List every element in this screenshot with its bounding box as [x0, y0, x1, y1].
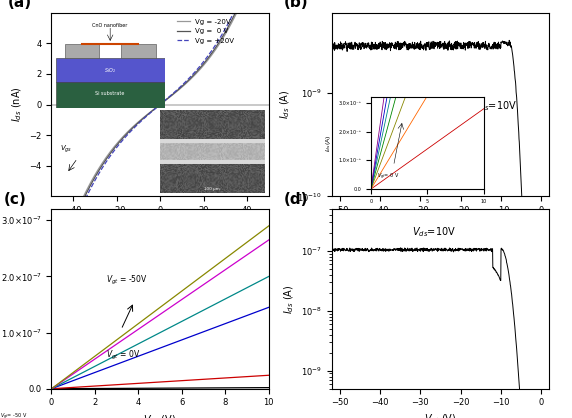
Line: Vg = +20V: Vg = +20V: [51, 0, 269, 292]
Vg = +20V: [48, 290, 55, 295]
Vg =  0 V: [153, 105, 160, 110]
Vg = +20V: [153, 105, 160, 110]
Vg = -20V: [226, 24, 233, 29]
Vg = +20V: [226, 18, 233, 23]
Text: (c): (c): [3, 191, 26, 206]
Text: (d): (d): [284, 191, 308, 206]
Text: $V_{gt}$ = 0V: $V_{gt}$ = 0V: [106, 349, 140, 362]
Y-axis label: $I_{ds}$ (nA): $I_{ds}$ (nA): [10, 87, 24, 122]
Text: (a): (a): [8, 0, 32, 10]
X-axis label: $V_{gt}$ (V): $V_{gt}$ (V): [424, 413, 456, 418]
Vg = +20V: [177, 84, 184, 89]
Vg =  0 V: [48, 284, 55, 289]
Text: $V_{ds}$=10V: $V_{ds}$=10V: [472, 99, 517, 113]
Vg = +20V: [166, 94, 173, 99]
X-axis label: $V_{ds}$ (V): $V_{ds}$ (V): [144, 413, 177, 418]
Vg =  0 V: [166, 95, 173, 100]
Vg = -20V: [166, 95, 173, 100]
Vg =  0 V: [177, 85, 184, 90]
Vg =  0 V: [226, 22, 233, 27]
Vg = -20V: [151, 106, 158, 111]
Text: $V_{ds}$=10V: $V_{ds}$=10V: [412, 226, 456, 240]
Vg = +20V: [151, 107, 158, 112]
Vg = -20V: [48, 280, 55, 285]
Vg = -20V: [153, 105, 160, 110]
Line: Vg =  0 V: Vg = 0 V: [51, 0, 269, 287]
Text: $V_{gs}$: $V_{gs}$: [60, 143, 73, 155]
Text: (b): (b): [284, 0, 308, 10]
Text: $V_{gt}$ = -50V: $V_{gt}$ = -50V: [106, 273, 148, 286]
Y-axis label: $I_{ds}$ (A): $I_{ds}$ (A): [282, 284, 296, 314]
Legend: Vg = -20V, Vg =  0 V, Vg = +20V: Vg = -20V, Vg = 0 V, Vg = +20V: [174, 16, 237, 46]
Line: Vg = -20V: Vg = -20V: [51, 0, 269, 283]
Y-axis label: $I_{ds}$ (A): $I_{ds}$ (A): [278, 90, 292, 119]
Text: $V_{ds}$: $V_{ds}$: [172, 120, 184, 131]
Vg = -20V: [177, 86, 184, 91]
Vg =  0 V: [151, 106, 158, 111]
X-axis label: $V_{gt}$ (V): $V_{gt}$ (V): [424, 221, 456, 235]
X-axis label: $V_{ds}$ (V): $V_{ds}$ (V): [144, 221, 177, 234]
